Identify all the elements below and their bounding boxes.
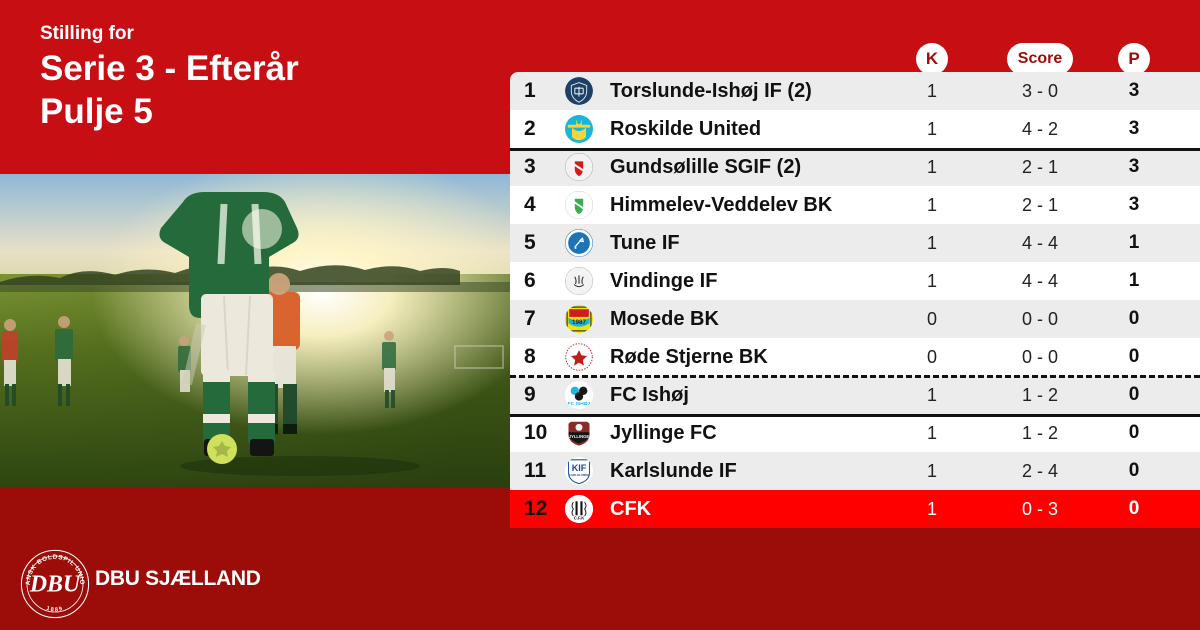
svg-text:JYLLINGE: JYLLINGE (569, 434, 590, 439)
svg-text:C.F.K: C.F.K (574, 516, 584, 521)
svg-text:KARLSLUNDE: KARLSLUNDE (569, 473, 590, 477)
svg-text:KIF: KIF (572, 463, 587, 473)
svg-text:1987: 1987 (572, 319, 587, 326)
svg-text:FC ISHØJ: FC ISHØJ (568, 401, 591, 407)
svg-text:DBU: DBU (29, 572, 82, 598)
